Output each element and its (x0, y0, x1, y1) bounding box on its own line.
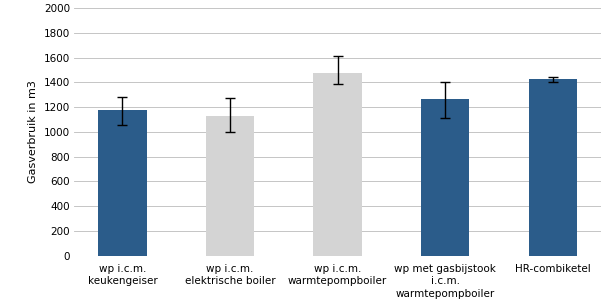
Bar (206, 116, 254, 256)
Bar (313, 72, 362, 256)
Y-axis label: Gasverbruik in m3: Gasverbruik in m3 (28, 81, 38, 183)
Bar (529, 79, 577, 256)
Bar (421, 99, 469, 256)
Bar (98, 110, 146, 256)
